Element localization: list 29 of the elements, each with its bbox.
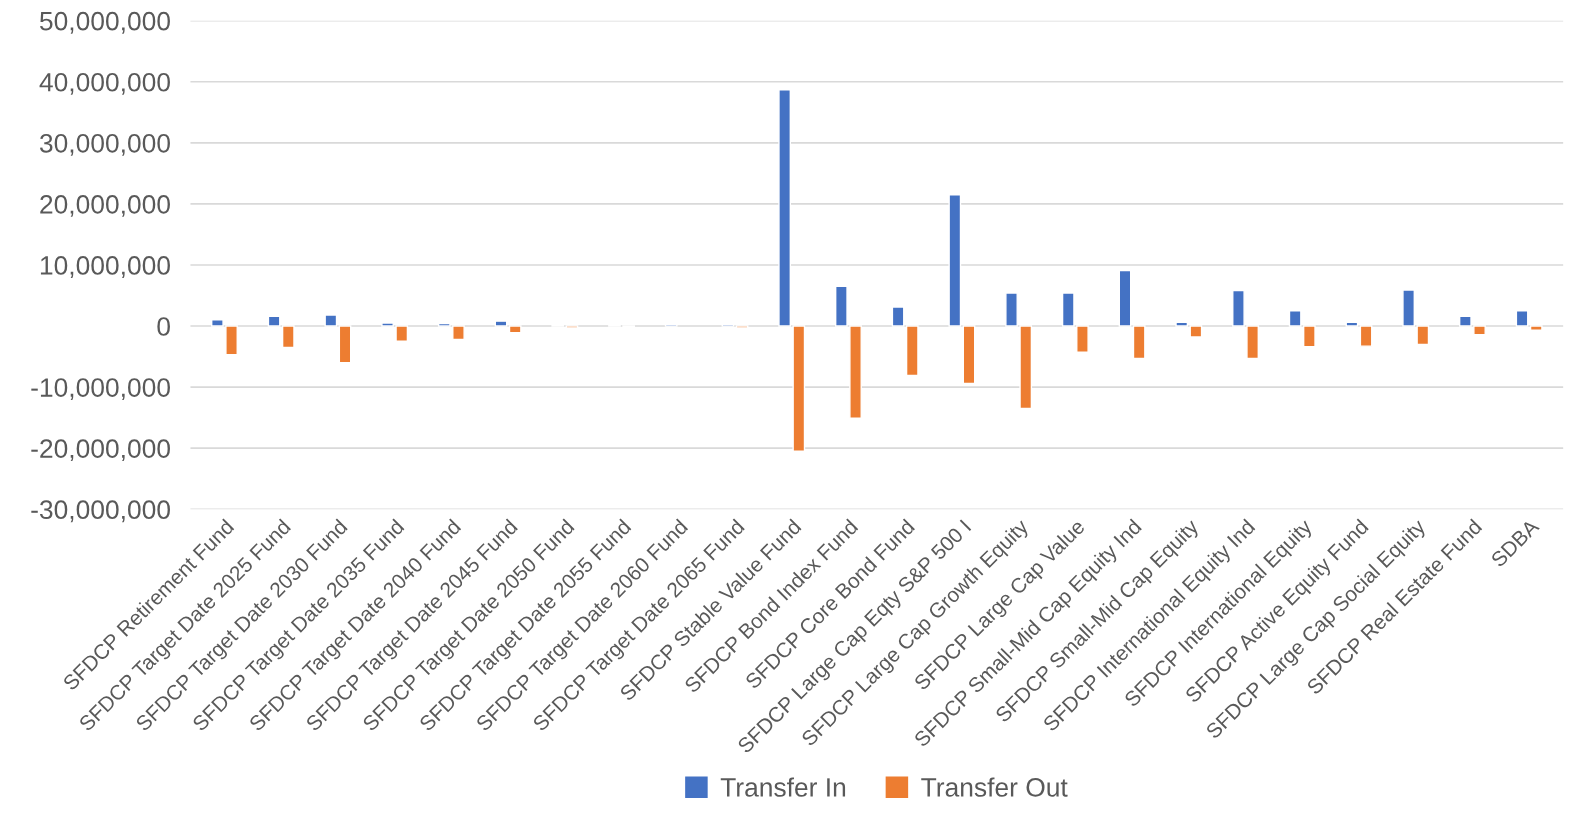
bar — [1189, 325, 1203, 338]
bar — [905, 325, 919, 377]
bar — [891, 306, 905, 327]
y-tick-label: -20,000,000 — [31, 439, 170, 462]
bar — [962, 325, 976, 385]
y-tick-label: 40,000,000 — [39, 72, 170, 95]
bar — [1118, 269, 1132, 327]
y-tick-label: 30,000,000 — [39, 133, 170, 156]
bar — [508, 325, 522, 334]
bar — [1345, 321, 1359, 327]
bar — [1359, 325, 1373, 347]
bar — [1529, 325, 1543, 331]
y-tick-label: -10,000,000 — [31, 378, 170, 401]
y-tick-label: 50,000,000 — [39, 11, 170, 34]
bar — [494, 320, 508, 327]
y-tick-label: 10,000,000 — [40, 256, 170, 278]
bar — [1515, 310, 1529, 327]
bar — [324, 314, 338, 327]
legend-label: Transfer Out — [921, 777, 1068, 797]
bar — [948, 194, 962, 327]
y-tick-label: 0 — [157, 317, 170, 336]
legend-label: Transfer In — [720, 777, 846, 797]
bar — [281, 325, 295, 349]
bar — [1175, 321, 1189, 327]
bar — [1132, 325, 1146, 360]
bar — [267, 315, 281, 327]
y-tick-label: -30,000,000 — [31, 500, 170, 523]
y-tick-label: 20,000,000 — [40, 195, 170, 217]
bar — [338, 325, 352, 364]
